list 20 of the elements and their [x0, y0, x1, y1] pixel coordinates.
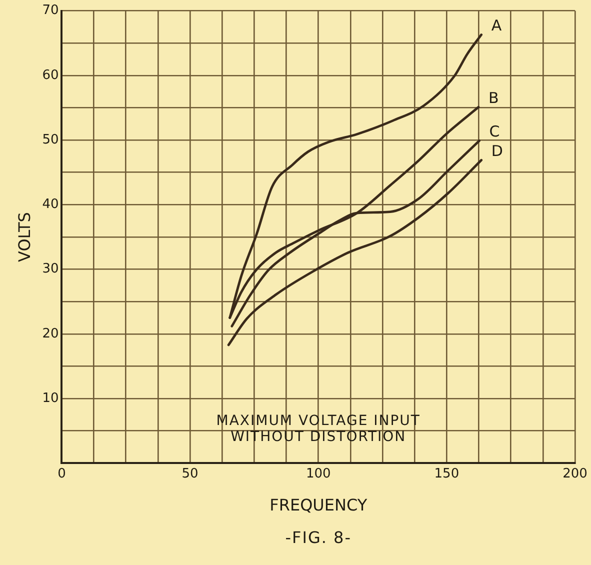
x-axis-title: FREQUENCY [270, 496, 368, 515]
y-tick-label: 40 [42, 197, 59, 212]
y-tick-label: 10 [42, 390, 59, 406]
x-tick-label: 200 [562, 466, 588, 482]
x-tick-label: 150 [434, 466, 460, 482]
x-tick-label: 0 [58, 466, 66, 482]
text: -FIG. 8- [284, 528, 352, 547]
y-tick-label: 30 [42, 262, 59, 277]
series-label: A [491, 16, 502, 35]
line-series [227, 158, 483, 346]
series-label: D [491, 142, 503, 160]
y-tick-label: 20 [42, 326, 59, 342]
y-tick-label: 50 [42, 132, 59, 148]
x-tick-label: 100 [306, 466, 331, 482]
x-tick-label: 50 [182, 466, 198, 482]
y-tick-label: 60 [42, 68, 59, 83]
y-tick-label: 70 [42, 3, 59, 18]
series-label: B [488, 88, 499, 107]
y-axis-title: VOLTS [14, 212, 34, 262]
series-label: C [489, 122, 500, 141]
